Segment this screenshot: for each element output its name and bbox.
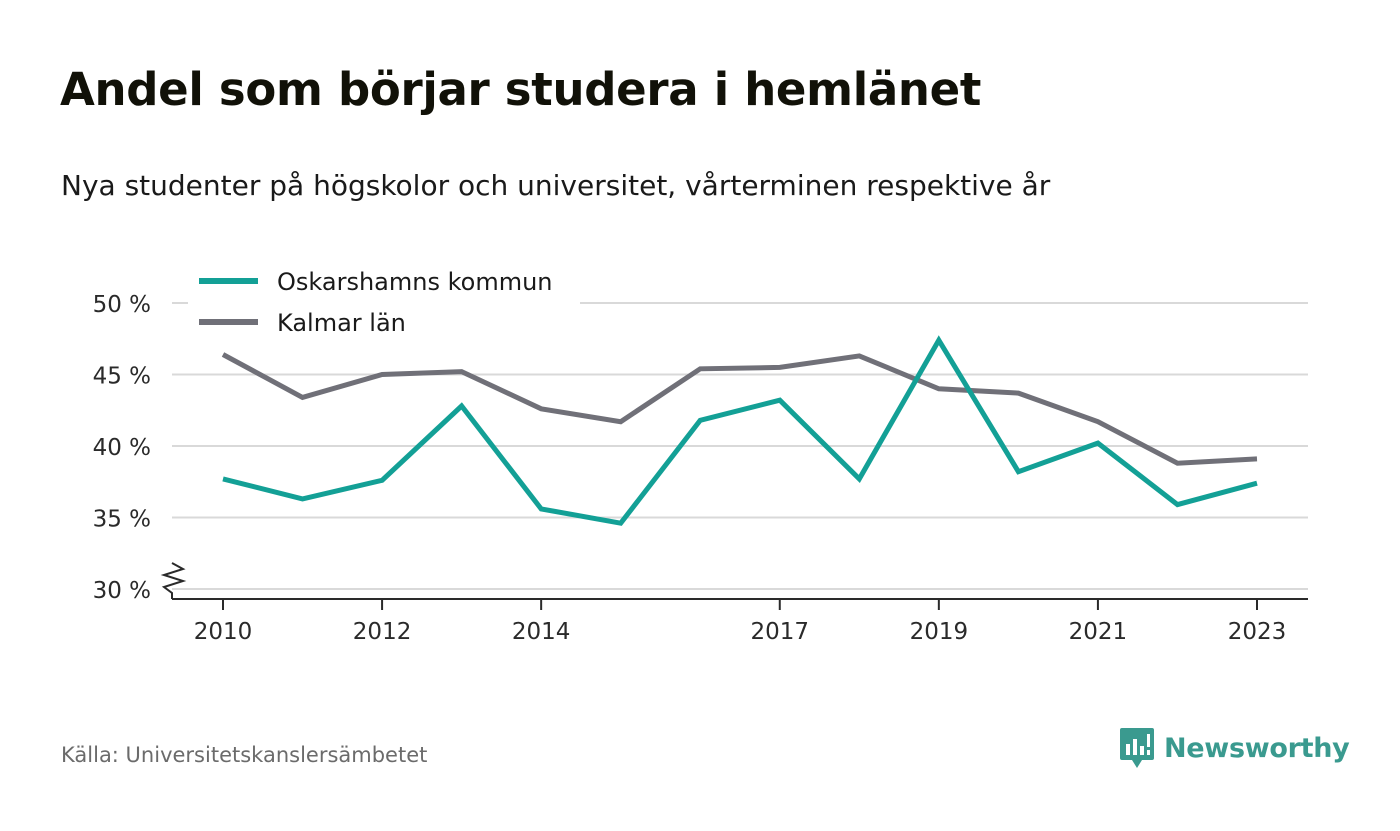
legend-label: Oskarshamns kommun <box>277 268 553 296</box>
x-tick-label: 2019 <box>910 619 969 645</box>
legend-background <box>188 262 580 342</box>
source-note: Källa: Universitetskanslersämbetet <box>61 743 428 767</box>
x-tick-label: 2023 <box>1228 619 1287 645</box>
series-line-oskarshamns-kommun <box>222 335 1258 526</box>
axis-layer: 30 % 35 % 40 % 45 % 50 % 2010 2012 2014 2017 2019… <box>93 292 1308 645</box>
x-tick-label: 2017 <box>750 619 809 645</box>
line-chart: 30 % 35 % 40 % 45 % 50 % 2010 2012 2014 2017 2019… <box>92 262 1308 645</box>
x-tick-label: 2014 <box>512 619 571 645</box>
x-tick-label: 2012 <box>353 619 412 645</box>
y-tick-label: 35 % <box>93 507 151 533</box>
y-tick-label: 50 % <box>93 292 151 318</box>
grid-layer <box>172 302 1308 590</box>
x-tick-label: 2021 <box>1069 619 1128 645</box>
brand-logo-link[interactable]: Newsworthy <box>1118 726 1350 772</box>
y-tick-label: 30 % <box>93 578 151 604</box>
x-tick-label: 2010 <box>194 619 253 645</box>
y-axis-break-icon <box>160 562 187 599</box>
series-layer <box>221 335 1258 526</box>
y-tick-label: 40 % <box>93 435 151 461</box>
series-line-kalmar-lan <box>221 352 1258 466</box>
legend: Oskarshamns kommun Kalmar län <box>188 262 580 342</box>
chart-subtitle: Nya studenter på högskolor och universit… <box>61 169 1051 202</box>
y-tick-label: 45 % <box>93 364 151 390</box>
legend-label: Kalmar län <box>277 309 406 337</box>
chart-title: Andel som börjar studera i hemlänet <box>60 63 982 116</box>
newsworthy-logo-icon <box>1120 728 1154 768</box>
brand-name: Newsworthy <box>1164 733 1350 764</box>
